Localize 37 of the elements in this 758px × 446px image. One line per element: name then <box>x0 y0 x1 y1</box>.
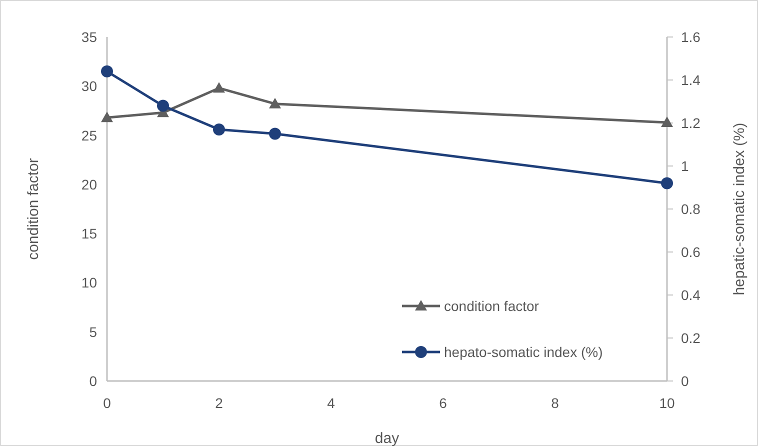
x-tick-label: 8 <box>551 395 560 411</box>
y2-tick-label: 0.4 <box>681 287 701 303</box>
y2-tick-label: 1 <box>681 158 689 174</box>
y-tick-label: 30 <box>81 78 98 94</box>
y2-tick-label: 0.6 <box>681 244 701 260</box>
y2-tick-label: 1.6 <box>681 29 701 45</box>
point <box>269 98 281 108</box>
x-axis-title: day <box>374 430 400 446</box>
point <box>101 65 113 78</box>
y-tick-label: 5 <box>89 324 98 340</box>
point <box>213 123 225 136</box>
y2-tick-label: 0.2 <box>681 330 701 346</box>
point <box>269 128 281 140</box>
y-tick-label: 35 <box>81 29 98 45</box>
x-tick-label: 4 <box>327 395 336 411</box>
y-tick-label: 0 <box>89 373 98 389</box>
legend-label: condition factor <box>444 298 540 314</box>
point <box>157 100 169 112</box>
y2-tick-label: 0.8 <box>681 201 701 217</box>
point <box>101 112 113 122</box>
y2-axis-title: hepatic-somatic index (%) <box>731 122 748 296</box>
point <box>661 116 673 128</box>
x-tick-label: 10 <box>659 395 675 411</box>
y-tick-label: 10 <box>81 274 98 291</box>
y-tick-label: 20 <box>81 176 98 192</box>
y-axis-title: condition factor <box>25 158 42 260</box>
point <box>661 177 673 190</box>
y2-tick-label: 0 <box>681 373 689 389</box>
legend-label: hepato-somatic index (%) <box>444 344 603 360</box>
x-tick-label: 0 <box>103 395 112 411</box>
y-tick-label: 25 <box>81 127 98 144</box>
y2-tick-label: 1.2 <box>681 115 701 131</box>
x-tick-label: 6 <box>439 395 448 411</box>
y-tick-label: 15 <box>81 226 98 242</box>
x-tick-label: 2 <box>215 395 224 411</box>
y2-tick-label: 1.4 <box>681 72 701 88</box>
point <box>213 82 225 93</box>
